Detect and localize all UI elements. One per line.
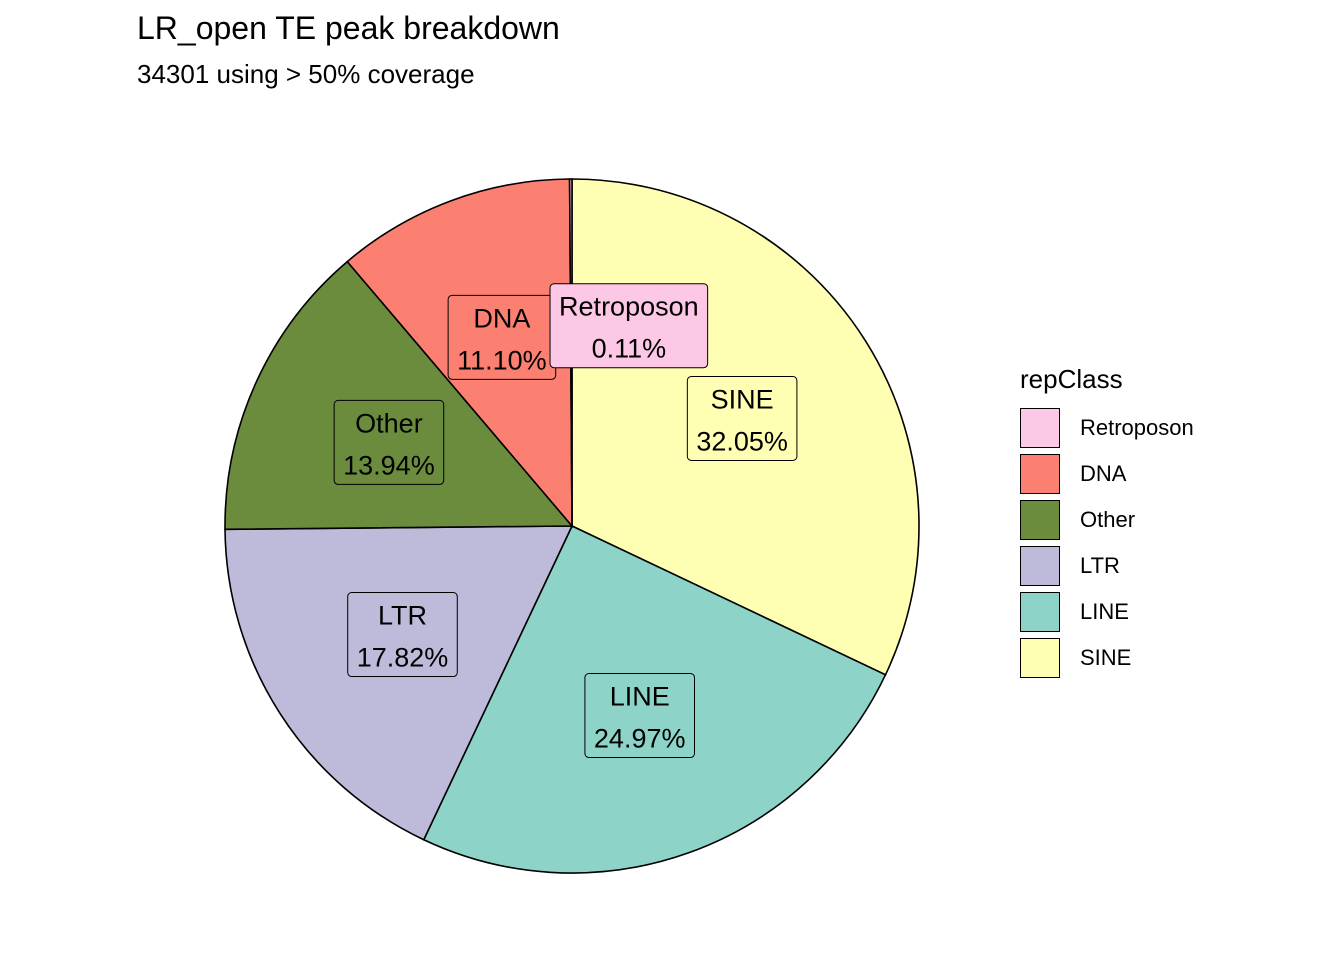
legend-label: SINE — [1080, 645, 1132, 670]
legend-item-other: Other — [1020, 497, 1194, 543]
slice-label-name: DNA — [473, 303, 530, 333]
slice-label-box — [549, 283, 709, 369]
legend-title: repClass — [1020, 364, 1123, 394]
slice-label-name: Retroposon — [559, 292, 699, 322]
legend-item-line: LINE — [1020, 589, 1194, 635]
legend-key — [1020, 546, 1060, 586]
slice-label-percent: 32.05% — [696, 426, 788, 456]
legend: repClass Retroposon DNA Other LTR LINE SINE — [1020, 364, 1194, 681]
slice-label-retroposon: Retroposon 0.11% — [549, 283, 709, 369]
chart-subtitle: 34301 using > 50% coverage — [137, 59, 475, 89]
legend-key — [1020, 408, 1060, 448]
legend-item-sine: SINE — [1020, 635, 1194, 681]
legend-items: Retroposon DNA Other LTR LINE SINE — [1020, 405, 1194, 681]
legend-key — [1020, 500, 1060, 540]
slice-label-percent: 0.11% — [592, 334, 667, 364]
chart-title: LR_open TE peak breakdown — [137, 10, 560, 46]
legend-item-retroposon: Retroposon — [1020, 405, 1194, 451]
legend-key — [1020, 592, 1060, 632]
legend-label: DNA — [1080, 461, 1127, 486]
slice-label-ltr: LTR 17.82% — [347, 592, 458, 678]
legend-label: LINE — [1080, 599, 1129, 624]
slice-label-name: Other — [355, 408, 423, 438]
slice-label-percent: 13.94% — [343, 450, 435, 480]
legend-key — [1020, 454, 1060, 494]
slice-label-percent: 24.97% — [594, 724, 686, 754]
slice-label-box — [584, 673, 695, 759]
slice-label-name: LTR — [378, 601, 427, 631]
slice-label-sine: SINE 32.05% — [686, 375, 798, 461]
slice-label-line: LINE 24.97% — [584, 673, 695, 759]
legend-item-dna: DNA — [1020, 451, 1194, 497]
slice-label-other: Other 13.94% — [333, 399, 445, 485]
slice-label-dna: DNA 11.10% — [447, 294, 557, 380]
slice-label-name: LINE — [610, 682, 670, 712]
slice-label-box — [347, 592, 458, 678]
pie-slice-ltr — [224, 525, 574, 841]
legend-item-ltr: LTR — [1020, 543, 1194, 589]
pie-slice-other — [224, 260, 574, 531]
slice-label-box — [686, 375, 798, 461]
legend-label: LTR — [1080, 553, 1120, 578]
legend-label: Other — [1080, 507, 1136, 532]
legend-label: Retroposon — [1080, 415, 1194, 440]
legend-key — [1020, 638, 1060, 678]
slice-label-box — [333, 399, 445, 485]
slice-label-name: SINE — [711, 384, 774, 414]
slice-label-percent: 11.10% — [457, 345, 547, 375]
slice-label-percent: 17.82% — [357, 643, 449, 673]
